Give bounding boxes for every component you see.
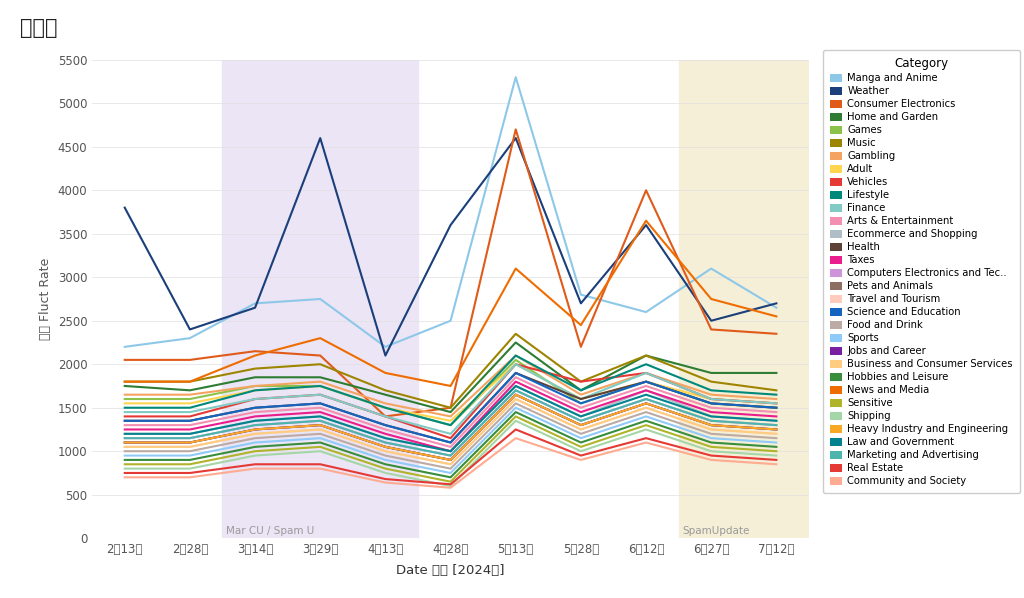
Bar <box>222 60 418 538</box>
Text: 変動率: 変動率 <box>20 18 58 38</box>
Bar <box>679 60 809 538</box>
Legend: Manga and Anime, Weather, Consumer Electronics, Home and Garden, Games, Music, G: Manga and Anime, Weather, Consumer Elect… <box>823 50 1020 493</box>
Text: Mar CU / Spam U: Mar CU / Spam U <box>225 526 314 536</box>
X-axis label: Date の日 [2024年]: Date の日 [2024年] <box>396 565 505 578</box>
Text: SpamUpdate: SpamUpdate <box>682 526 750 536</box>
Y-axis label: 平均 Fluct Rate: 平均 Fluct Rate <box>39 258 52 340</box>
